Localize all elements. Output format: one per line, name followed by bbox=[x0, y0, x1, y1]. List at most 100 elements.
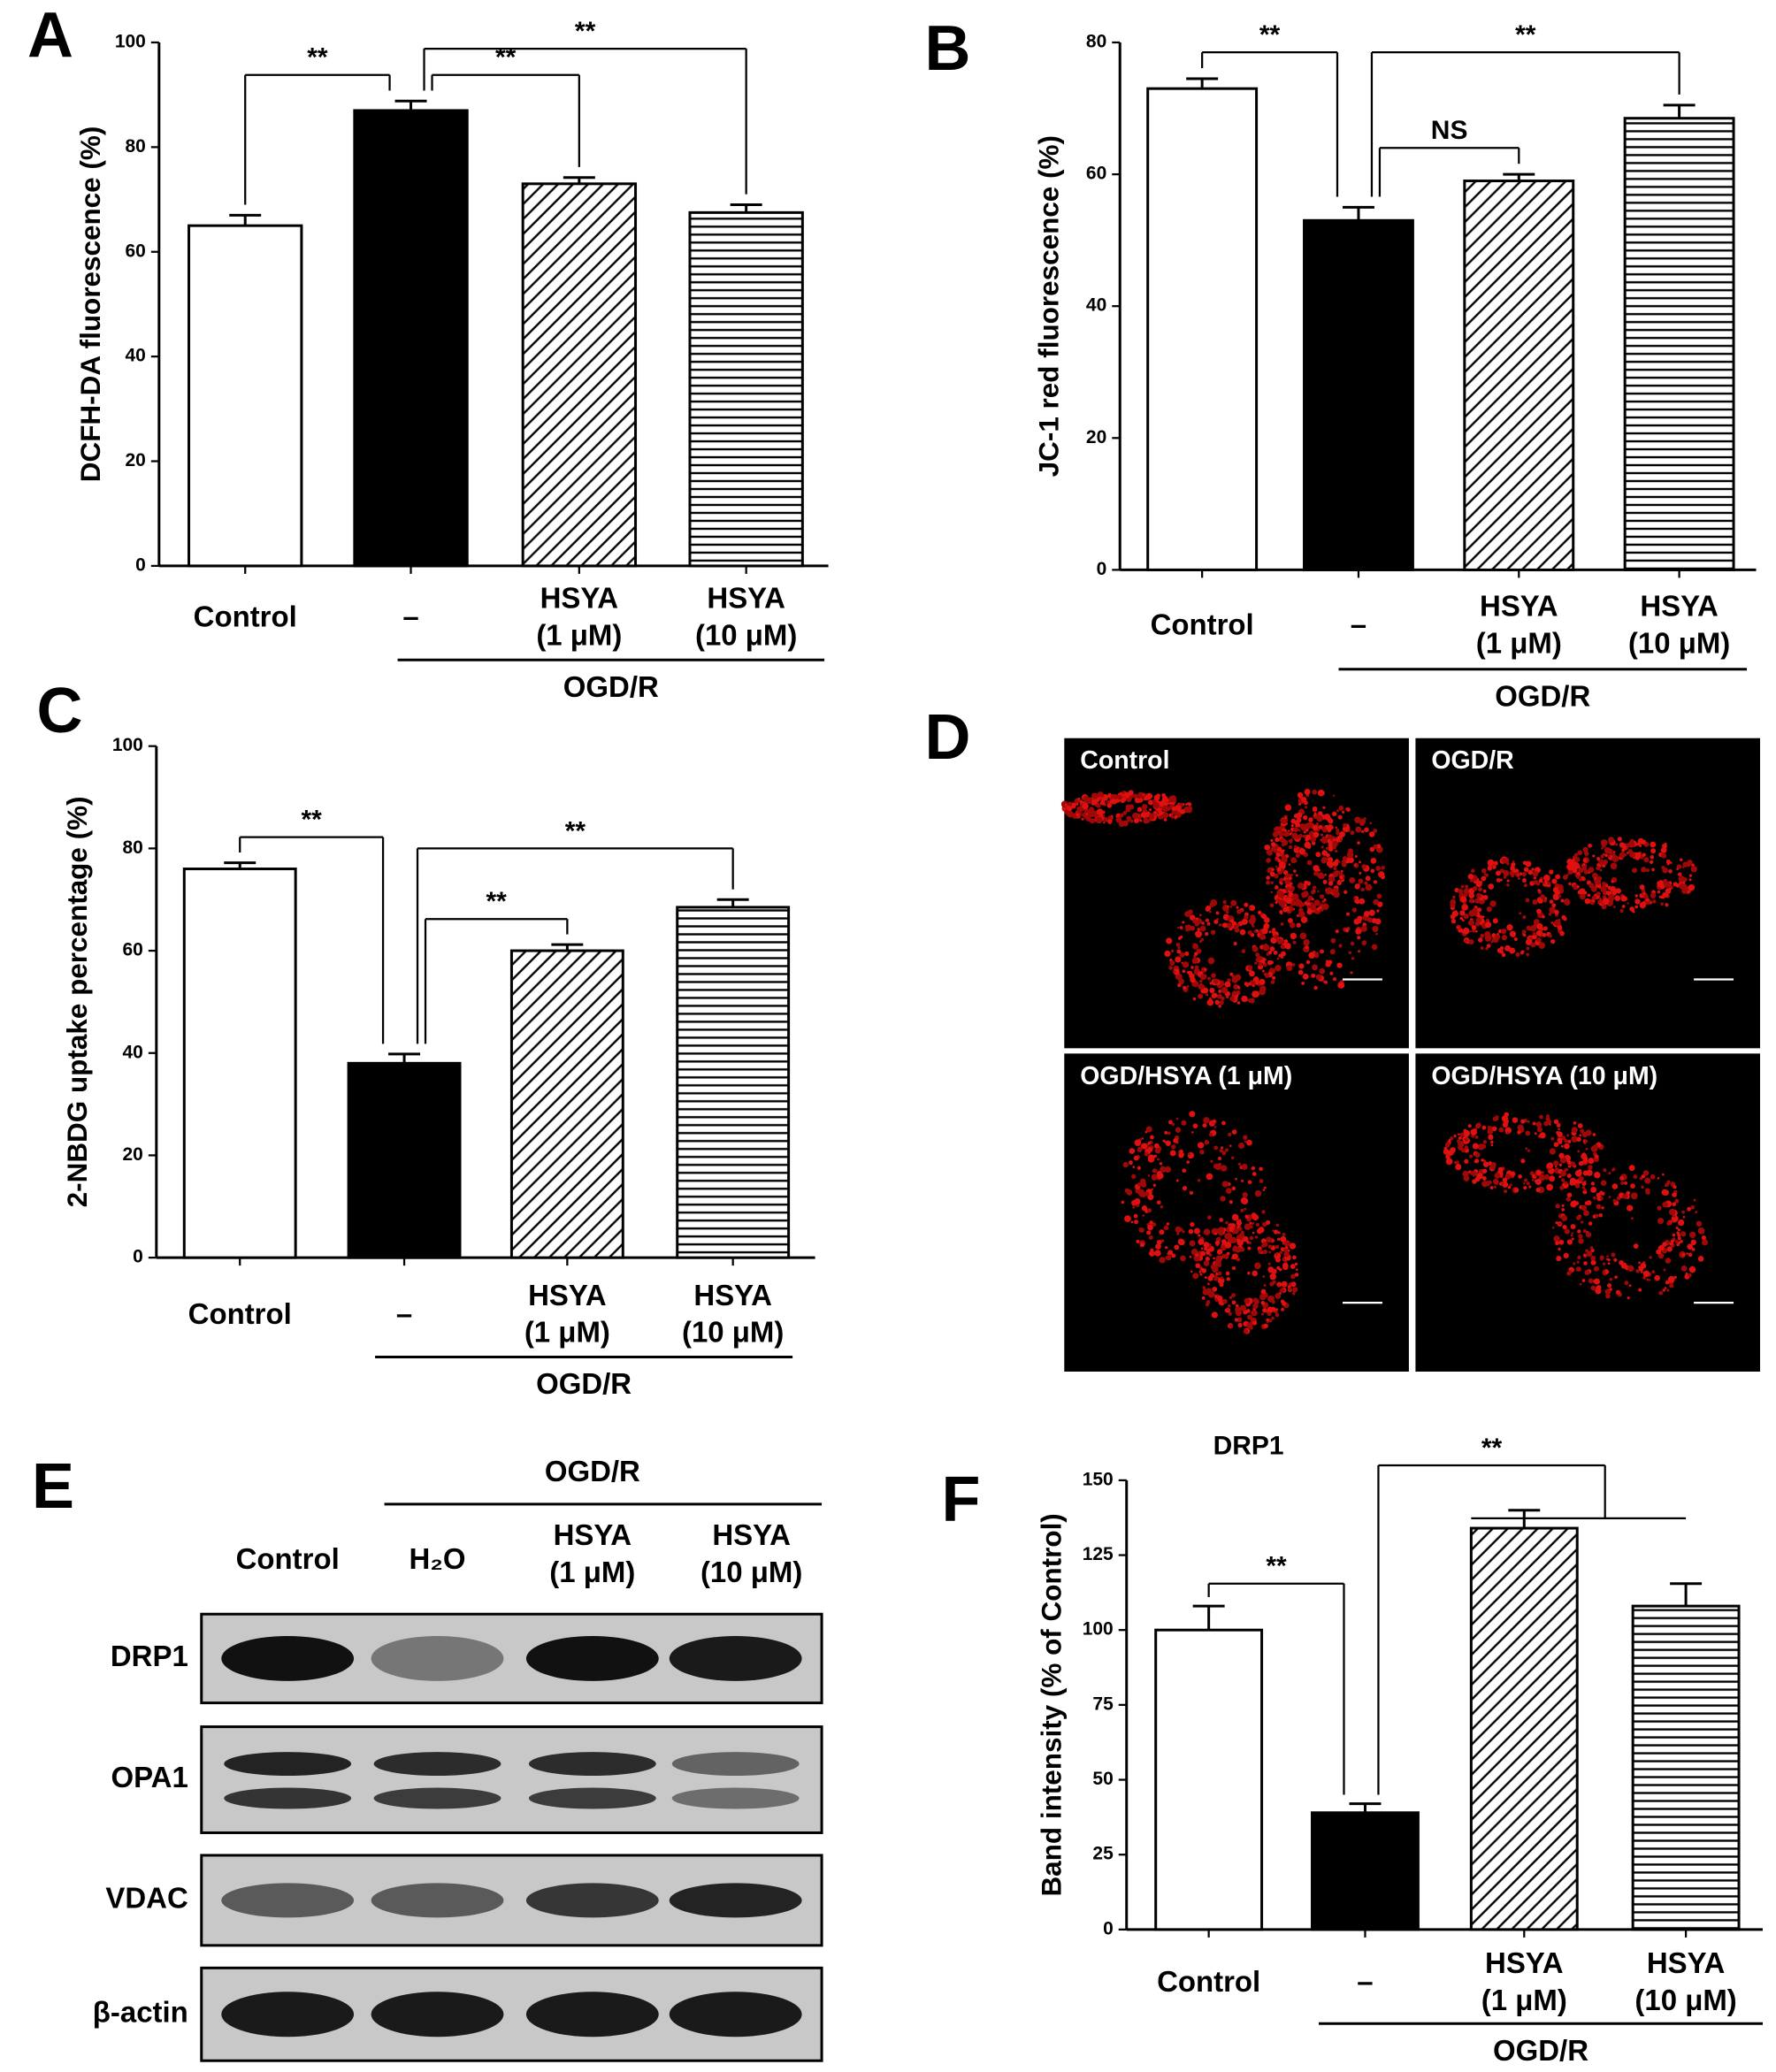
mito-speck bbox=[1358, 878, 1364, 884]
mito-speck bbox=[1375, 866, 1382, 871]
mito-speck bbox=[1673, 1214, 1676, 1218]
mito-speck bbox=[1597, 900, 1601, 904]
mito-speck bbox=[1223, 1228, 1227, 1232]
mito-speck bbox=[1175, 943, 1181, 947]
mito-speck bbox=[1203, 1242, 1210, 1248]
mito-speck bbox=[1697, 1227, 1705, 1235]
mito-speck bbox=[1364, 827, 1369, 833]
mito-speck bbox=[1236, 985, 1240, 989]
mito-speck bbox=[1241, 1163, 1248, 1170]
mito-speck bbox=[1101, 797, 1106, 802]
mito-speck bbox=[1330, 937, 1336, 944]
mito-speck bbox=[1171, 1253, 1176, 1258]
mito-speck bbox=[1334, 849, 1338, 853]
mito-speck bbox=[1617, 837, 1622, 842]
mito-speck bbox=[1457, 926, 1460, 929]
mito-speck bbox=[1268, 1250, 1271, 1254]
y-axis-label: Band intensity (% of Control) bbox=[1037, 1513, 1068, 1896]
mito-speck bbox=[1207, 1215, 1212, 1220]
mito-speck bbox=[1226, 922, 1232, 929]
mito-speck bbox=[1523, 1182, 1526, 1185]
mito-speck bbox=[1325, 961, 1331, 967]
mito-speck bbox=[1318, 824, 1323, 830]
mito-speck bbox=[1582, 1170, 1588, 1176]
mito-speck bbox=[1353, 897, 1357, 900]
mito-speck bbox=[1464, 1137, 1468, 1142]
mito-speck bbox=[1239, 1304, 1247, 1311]
mito-speck bbox=[1252, 1270, 1259, 1277]
mito-speck bbox=[1195, 1263, 1201, 1269]
mito-speck bbox=[1575, 1215, 1581, 1220]
mito-speck bbox=[1643, 857, 1650, 863]
mito-speck bbox=[1343, 890, 1348, 894]
mito-speck bbox=[1298, 802, 1302, 806]
mito-speck bbox=[1676, 868, 1679, 871]
mito-speck bbox=[1519, 912, 1522, 915]
mito-speck bbox=[1135, 798, 1140, 804]
mito-speck bbox=[1576, 1260, 1580, 1264]
lane-label: Control bbox=[236, 1542, 340, 1575]
mito-speck bbox=[1661, 853, 1667, 859]
mito-speck bbox=[1588, 1165, 1593, 1170]
mito-speck bbox=[1355, 826, 1362, 833]
mito-speck bbox=[1360, 925, 1367, 932]
mito-speck bbox=[1469, 1154, 1474, 1158]
mito-speck bbox=[1486, 906, 1492, 913]
mito-speck bbox=[1124, 1215, 1131, 1222]
mito-speck bbox=[1549, 1148, 1557, 1155]
mito-speck bbox=[1606, 1255, 1609, 1258]
mito-speck bbox=[1207, 976, 1211, 981]
mito-speck bbox=[1207, 1282, 1210, 1286]
y-tick-label: 75 bbox=[1092, 1694, 1114, 1714]
mito-speck bbox=[1313, 812, 1317, 815]
mito-speck bbox=[1666, 1288, 1670, 1292]
mito-speck bbox=[1585, 1249, 1588, 1253]
mito-speck bbox=[1564, 1168, 1567, 1173]
mito-speck bbox=[1521, 871, 1527, 877]
mito-speck bbox=[1332, 977, 1336, 982]
mito-speck bbox=[1474, 1158, 1480, 1164]
mito-speck bbox=[1298, 829, 1301, 832]
mito-speck bbox=[1227, 905, 1229, 908]
mito-speck bbox=[1254, 1235, 1259, 1239]
mito-speck bbox=[1675, 1227, 1679, 1230]
mito-speck bbox=[1595, 1213, 1599, 1218]
mito-speck bbox=[1640, 1271, 1643, 1273]
mito-speck bbox=[1289, 832, 1292, 836]
mito-speck bbox=[1206, 998, 1214, 1006]
mito-speck bbox=[1210, 929, 1216, 935]
mito-speck bbox=[1289, 1288, 1292, 1291]
mito-speck bbox=[1354, 855, 1358, 859]
mito-speck bbox=[1230, 1156, 1235, 1160]
mito-speck bbox=[1626, 1190, 1631, 1196]
mito-speck bbox=[1208, 1132, 1213, 1137]
mito-speck bbox=[1131, 1174, 1137, 1180]
mito-speck bbox=[1536, 882, 1541, 886]
mito-speck bbox=[1133, 1213, 1138, 1219]
mito-speck bbox=[1290, 838, 1293, 842]
mito-speck bbox=[1149, 808, 1152, 812]
mito-speck bbox=[1343, 822, 1347, 828]
mito-speck bbox=[1664, 1287, 1667, 1289]
significance-label: ** bbox=[1266, 1552, 1287, 1581]
mito-speck bbox=[1242, 1192, 1248, 1198]
mito-speck bbox=[1641, 1185, 1644, 1189]
mito-speck bbox=[1477, 1143, 1485, 1151]
mito-speck bbox=[1635, 843, 1638, 846]
mito-speck bbox=[1291, 893, 1299, 900]
mito-speck bbox=[1208, 998, 1213, 1001]
mito-speck bbox=[1474, 898, 1481, 904]
mito-speck bbox=[1209, 910, 1212, 914]
x-tick-label: (1 μM) bbox=[1476, 627, 1562, 660]
mito-speck bbox=[1523, 1178, 1528, 1182]
group-label: OGD/R bbox=[1493, 2034, 1588, 2067]
mito-speck bbox=[1302, 973, 1309, 980]
mito-speck bbox=[1482, 1140, 1488, 1144]
mito-speck bbox=[1463, 1175, 1470, 1181]
mito-speck bbox=[1577, 1123, 1583, 1128]
mito-speck bbox=[1255, 952, 1260, 958]
mito-speck bbox=[1455, 1164, 1462, 1171]
mito-speck bbox=[1197, 1142, 1205, 1149]
mito-speck bbox=[1207, 957, 1215, 965]
mito-speck bbox=[1107, 815, 1113, 820]
